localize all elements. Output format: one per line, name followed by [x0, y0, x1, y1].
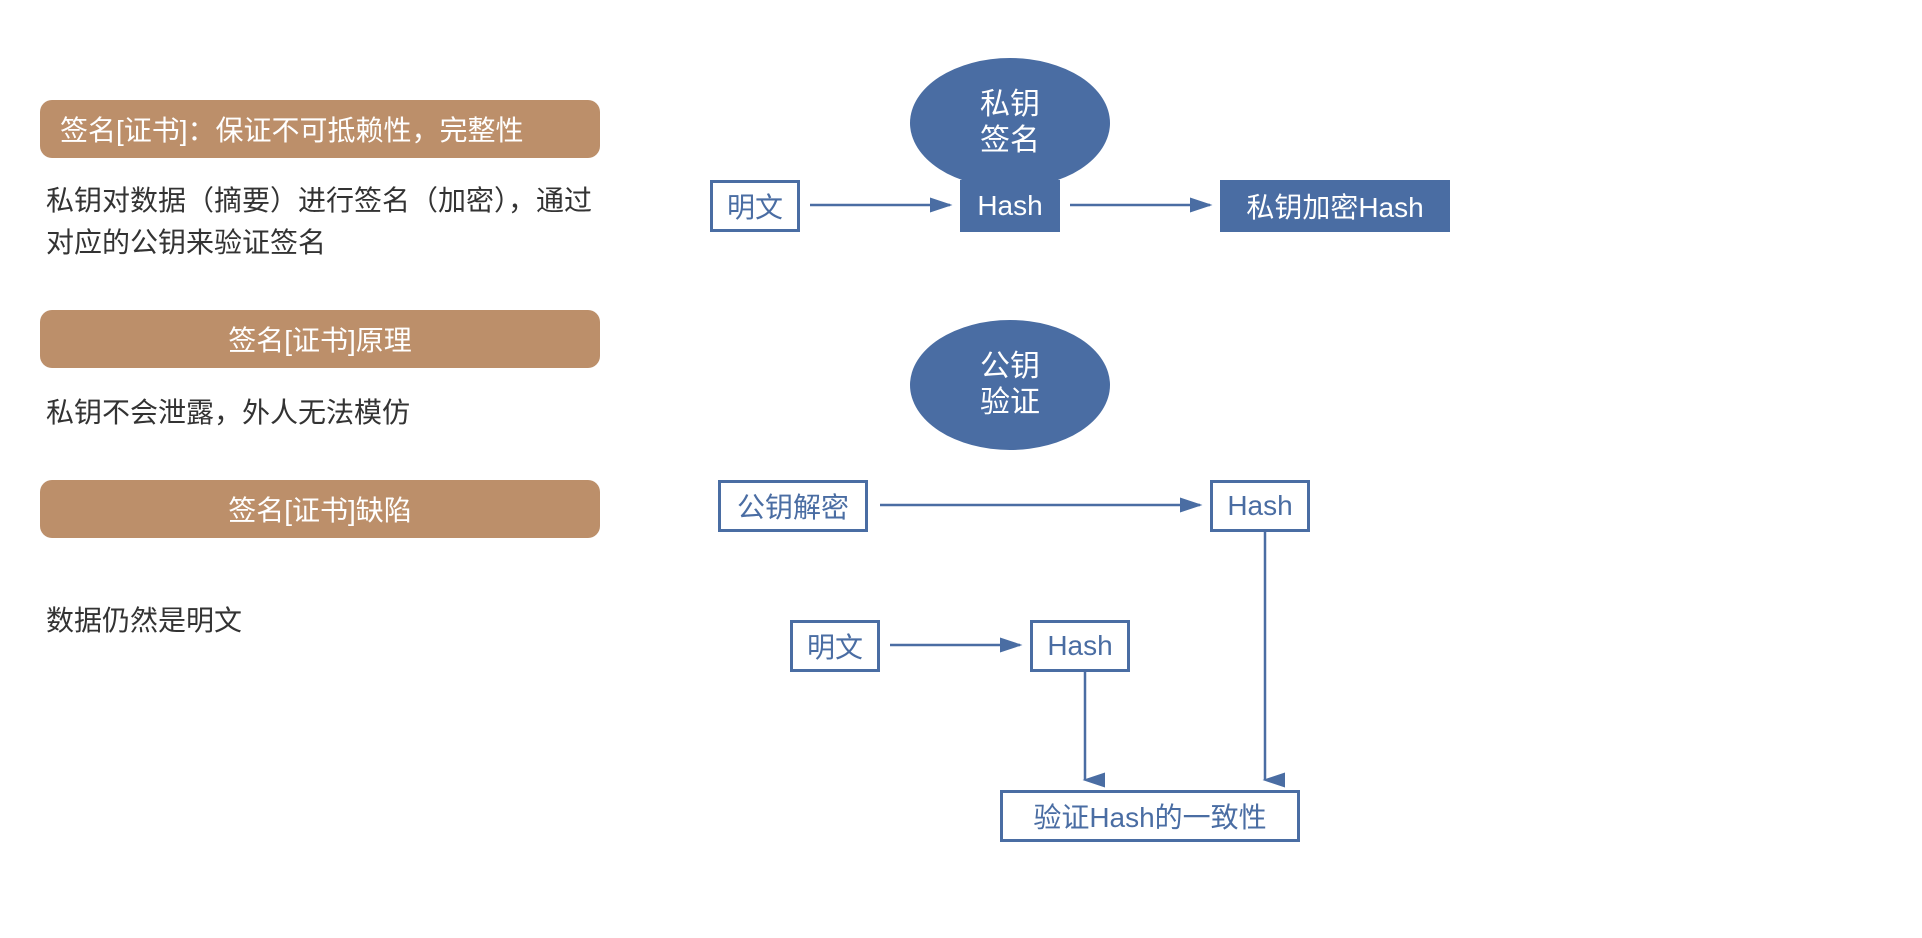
- ellipse-public-verify-l2: 验证: [980, 385, 1040, 421]
- d2-arrow-decrypt-hash: [880, 495, 1210, 515]
- d2-plaintext-label: 明文: [807, 626, 863, 666]
- section-desc-3-text: 数据仍然是明文: [46, 605, 242, 636]
- ellipse-public-verify-l1: 公钥: [980, 349, 1040, 385]
- d2-decrypt-label: 公钥解密: [737, 486, 849, 526]
- section-bar-2: 签名[证书]原理: [40, 310, 600, 368]
- d2-decrypt-box: 公钥解密: [718, 480, 868, 532]
- d2-hash1-box: Hash: [1210, 480, 1310, 532]
- d1-arrow-1: [810, 195, 960, 215]
- ellipse-public-verify: 公钥 验证: [910, 320, 1110, 450]
- ellipse-private-sign-l1: 私钥: [980, 87, 1040, 123]
- d1-arrow-2: [1070, 195, 1220, 215]
- section-desc-1: 私钥对数据（摘要）进行签名（加密），通过对应的公钥来验证签名: [46, 180, 606, 264]
- d1-hash-box: Hash: [960, 180, 1060, 232]
- section-bar-3-label: 签名[证书]缺陷: [228, 489, 412, 529]
- d1-encrypt-box: 私钥加密Hash: [1220, 180, 1450, 232]
- d2-verify-box: 验证Hash的一致性: [1000, 790, 1300, 842]
- section-desc-2: 私钥不会泄露，外人无法模仿: [46, 392, 606, 434]
- d2-arrow-plain-hash: [890, 635, 1030, 655]
- section-bar-2-label: 签名[证书]原理: [228, 319, 412, 359]
- d2-hash1-label: Hash: [1227, 490, 1292, 522]
- d2-verify-label: 验证Hash的一致性: [1033, 796, 1266, 836]
- ellipse-private-sign-l2: 签名: [980, 123, 1040, 159]
- d1-plaintext-label: 明文: [727, 186, 783, 226]
- section-desc-1-text: 私钥对数据（摘要）进行签名（加密），通过对应的公钥来验证签名: [46, 185, 592, 258]
- d2-plaintext-box: 明文: [790, 620, 880, 672]
- section-bar-1-label: 签名[证书]：保证不可抵赖性，完整性: [60, 109, 524, 149]
- section-desc-3: 数据仍然是明文: [46, 600, 606, 642]
- section-bar-1: 签名[证书]：保证不可抵赖性，完整性: [40, 100, 600, 158]
- d1-plaintext-box: 明文: [710, 180, 800, 232]
- section-desc-2-text: 私钥不会泄露，外人无法模仿: [46, 397, 410, 428]
- section-bar-3: 签名[证书]缺陷: [40, 480, 600, 538]
- d2-hash2-label: Hash: [1047, 630, 1112, 662]
- d1-hash-label: Hash: [977, 190, 1042, 222]
- d2-arrow-hash2-down: [1075, 672, 1095, 790]
- d2-arrow-hash1-down: [1255, 532, 1275, 790]
- d1-encrypt-label: 私钥加密Hash: [1246, 186, 1423, 226]
- d2-hash2-box: Hash: [1030, 620, 1130, 672]
- ellipse-private-sign: 私钥 签名: [910, 58, 1110, 188]
